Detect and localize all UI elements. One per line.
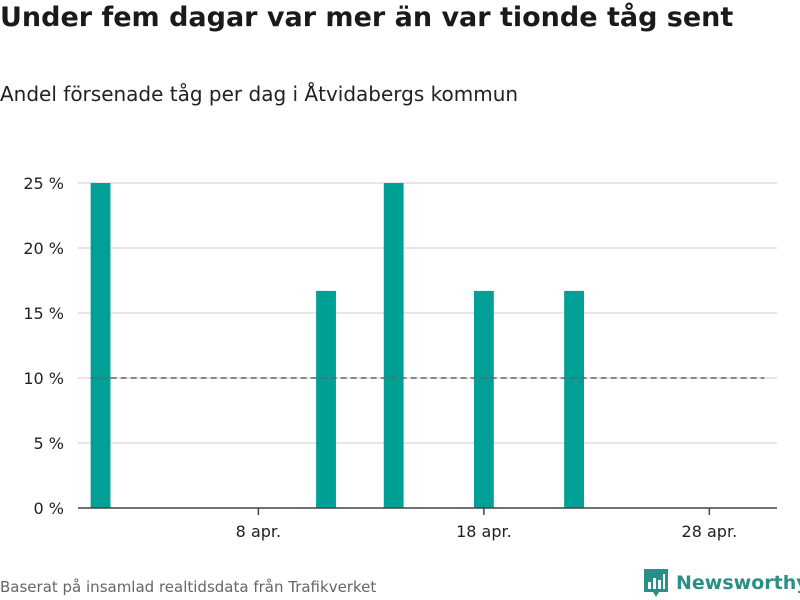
bar xyxy=(316,290,336,508)
axes xyxy=(78,507,777,515)
y-tick-label: 0 % xyxy=(34,499,64,518)
x-tick-label: 8 apr. xyxy=(236,522,281,541)
y-tick-label: 5 % xyxy=(34,434,64,453)
brand-name: Newsworthy xyxy=(676,572,800,594)
bar-chart-logo-icon xyxy=(644,569,668,597)
chart-title: Under fem dagar var mer än var tionde tå… xyxy=(0,2,734,33)
newsworthy-logo[interactable]: Newsworthy xyxy=(643,568,800,598)
chart-subtitle: Andel försenade tåg per dag i Åtvidaberg… xyxy=(0,82,519,106)
y-tick-label: 10 % xyxy=(23,369,64,388)
x-tick-label: 28 apr. xyxy=(682,522,738,541)
x-tick-label: 18 apr. xyxy=(456,522,512,541)
bar xyxy=(564,290,584,508)
y-tick-label: 25 % xyxy=(23,174,64,193)
y-tick-label: 20 % xyxy=(23,239,64,258)
tick-labels: 0 % 5 % 10 % 15 % 20 % 25 % 8 apr. 18 apr. 28 ap… xyxy=(23,174,737,541)
bars xyxy=(90,183,584,508)
bar xyxy=(473,290,494,508)
source-note: Baserat på insamlad realtidsdata från Tr… xyxy=(0,578,377,596)
bar xyxy=(90,183,111,508)
gridlines xyxy=(78,182,777,444)
bar xyxy=(383,183,404,508)
y-tick-label: 15 % xyxy=(23,304,64,323)
